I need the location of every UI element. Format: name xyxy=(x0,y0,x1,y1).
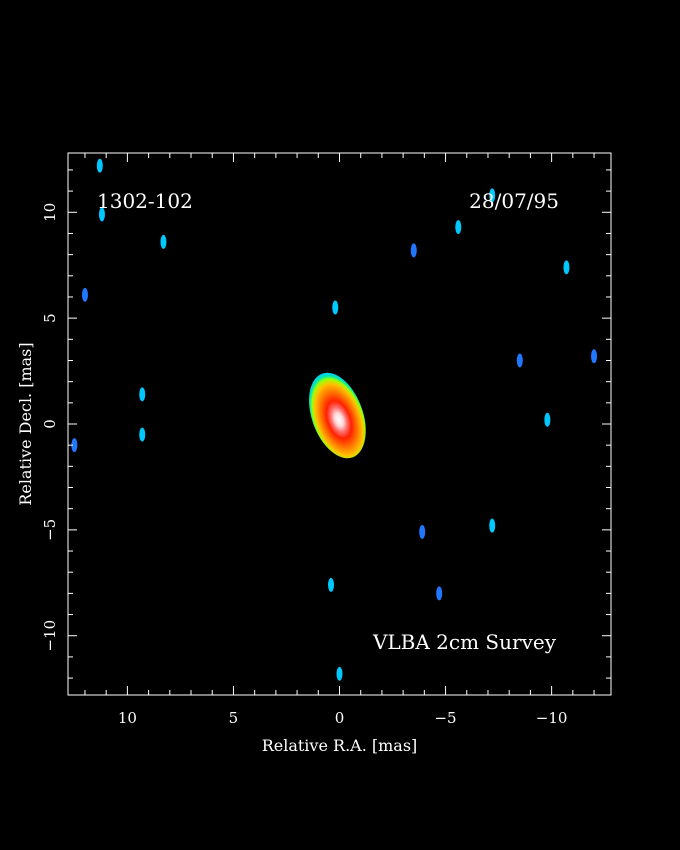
noise-component xyxy=(436,586,443,601)
noise-component xyxy=(71,438,78,453)
survey-label: VLBA 2cm Survey xyxy=(372,630,557,654)
noise-component xyxy=(336,666,343,681)
source-name-label: 1302-102 xyxy=(97,189,193,213)
noise-component xyxy=(410,243,417,258)
noise-component xyxy=(563,260,570,275)
core-component xyxy=(309,372,366,459)
y-tick-label: 0 xyxy=(41,419,59,429)
epoch-label: 28/07/95 xyxy=(469,189,559,213)
x-tick-label: −5 xyxy=(434,709,456,727)
x-tick-label: 5 xyxy=(229,709,239,727)
axis-ticks xyxy=(68,153,611,695)
noise-component xyxy=(160,234,167,249)
noise-component xyxy=(489,518,496,533)
x-axis-label: Relative R.A. [mas] xyxy=(262,736,418,755)
x-tick-label: 10 xyxy=(118,709,137,727)
axis-tick-labels: 10 5 0 −5 −10 −10 −5 0 5 10 xyxy=(41,203,567,727)
x-tick-label: 0 xyxy=(335,709,345,727)
y-tick-label: 10 xyxy=(41,203,59,222)
y-tick-label: −10 xyxy=(41,620,59,652)
noise-component xyxy=(139,427,146,442)
noise-component xyxy=(81,287,88,302)
noise-component xyxy=(455,220,462,235)
y-tick-label: 5 xyxy=(41,313,59,323)
noise-component xyxy=(328,577,335,592)
noise-component xyxy=(489,188,496,203)
y-axis-label: Relative Decl. [mas] xyxy=(16,342,35,505)
noise-component xyxy=(96,158,103,173)
noise-component xyxy=(591,349,598,364)
noise-component xyxy=(139,387,146,402)
noise-component xyxy=(516,353,523,368)
core-emission xyxy=(309,372,366,459)
noise-component xyxy=(544,412,551,427)
y-tick-label: −5 xyxy=(41,519,59,541)
x-tick-label: −10 xyxy=(536,709,568,727)
noise-components xyxy=(71,158,598,681)
noise-component xyxy=(98,207,105,222)
noise-component xyxy=(419,524,426,539)
noise-component xyxy=(332,300,339,315)
